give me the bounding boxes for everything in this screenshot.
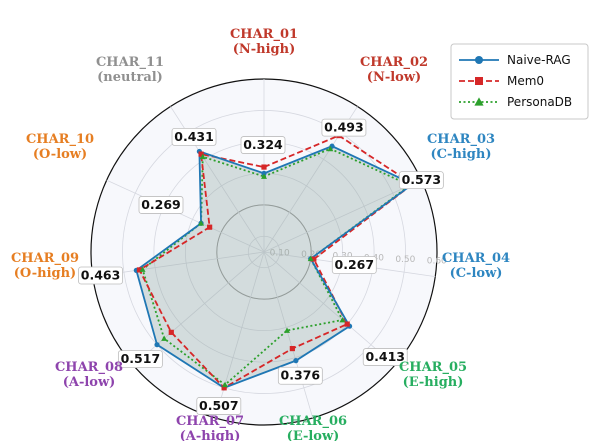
value-label-box	[138, 196, 184, 214]
category-label: CHAR_01	[230, 27, 298, 42]
series-point	[222, 381, 228, 388]
category-sublabel: (A-high)	[180, 429, 241, 441]
series-area	[136, 146, 413, 388]
value-label-box	[398, 171, 444, 190]
category-sublabel: (A-low)	[63, 375, 116, 390]
value-label: 0.493	[324, 120, 364, 135]
legend-label: Naive-RAG	[507, 53, 571, 67]
series-point	[339, 316, 346, 323]
value-label-box	[277, 366, 323, 385]
grid-spoke	[106, 179, 265, 253]
series-point	[293, 358, 299, 364]
radial-tick-label: 0.50	[395, 255, 415, 265]
value-label: 0.376	[281, 368, 321, 383]
value-label: 0.413	[365, 349, 405, 364]
category-label: CHAR_02	[360, 55, 428, 70]
category-label: CHAR_11	[96, 55, 164, 70]
value-label-box	[117, 350, 163, 369]
category-label: CHAR_09	[11, 251, 79, 266]
legend-box	[450, 43, 589, 120]
value-label-box	[171, 127, 217, 146]
series-point	[168, 329, 174, 335]
category-sublabel: (O-high)	[14, 266, 76, 281]
legend-label: PersonaDB	[507, 95, 572, 109]
legend-marker	[474, 97, 484, 106]
category-label: CHAR_04	[442, 251, 510, 266]
series-point	[139, 266, 146, 272]
value-label: 0.463	[81, 268, 121, 283]
value-label: 0.507	[199, 398, 239, 413]
series-point	[261, 170, 267, 176]
series-point	[261, 173, 267, 179]
series-point	[154, 342, 160, 348]
value-label: 0.517	[121, 351, 161, 366]
grid-spoke	[263, 251, 396, 366]
series-point	[311, 256, 317, 262]
value-label: 0.269	[141, 197, 181, 212]
series-point	[198, 220, 205, 226]
category-sublabel: (N-high)	[233, 42, 296, 57]
category-sublabel: (E-low)	[287, 429, 340, 441]
series-point	[261, 164, 267, 170]
category-label: CHAR_10	[26, 132, 94, 147]
series-point	[327, 145, 334, 152]
value-label-box	[240, 136, 286, 154]
series-point	[198, 151, 204, 157]
radial-tick-label: 0.60	[427, 257, 447, 267]
radial-tick-label: 0.10	[270, 248, 290, 258]
series-point	[199, 153, 206, 160]
legend-marker	[475, 56, 483, 64]
value-label-box	[78, 266, 123, 285]
series-point	[207, 224, 213, 230]
value-label: 0.267	[335, 257, 375, 272]
category-sublabel: (neutral)	[97, 70, 163, 85]
category-label: CHAR_03	[427, 132, 495, 147]
grid-spoke	[132, 251, 265, 366]
value-label-box	[362, 348, 408, 366]
category-sublabel: (O-low)	[33, 147, 87, 162]
radial-tick-label: 0.20	[301, 250, 321, 260]
value-label-box	[196, 397, 242, 415]
category-sublabel: (C-low)	[450, 266, 503, 281]
value-label: 0.431	[174, 129, 214, 144]
value-label: 0.324	[243, 137, 283, 152]
series-point	[284, 327, 291, 333]
series-point	[221, 385, 227, 391]
legend-marker	[475, 77, 483, 85]
value-label-box	[321, 118, 367, 137]
value-label-box	[331, 256, 377, 274]
category-label: CHAR_06	[279, 414, 347, 429]
series-point	[307, 255, 314, 262]
series-point	[344, 321, 350, 327]
series-point	[161, 335, 168, 341]
category-label: CHAR_08	[55, 360, 123, 375]
value-label: 0.573	[402, 172, 442, 187]
legend-label: Mem0	[507, 74, 544, 88]
grid-spoke	[263, 179, 422, 253]
category-sublabel: (N-low)	[367, 70, 421, 85]
category-label: CHAR_07	[176, 414, 244, 429]
category-sublabel: (C-high)	[431, 147, 492, 162]
series-point	[136, 267, 143, 273]
series-point	[289, 345, 295, 352]
category-label: CHAR_05	[399, 360, 467, 375]
grid-spoke	[263, 251, 314, 419]
category-sublabel: (E-high)	[403, 375, 464, 390]
legend: Naive-RAG Mem0 PersonaDB	[450, 43, 589, 120]
